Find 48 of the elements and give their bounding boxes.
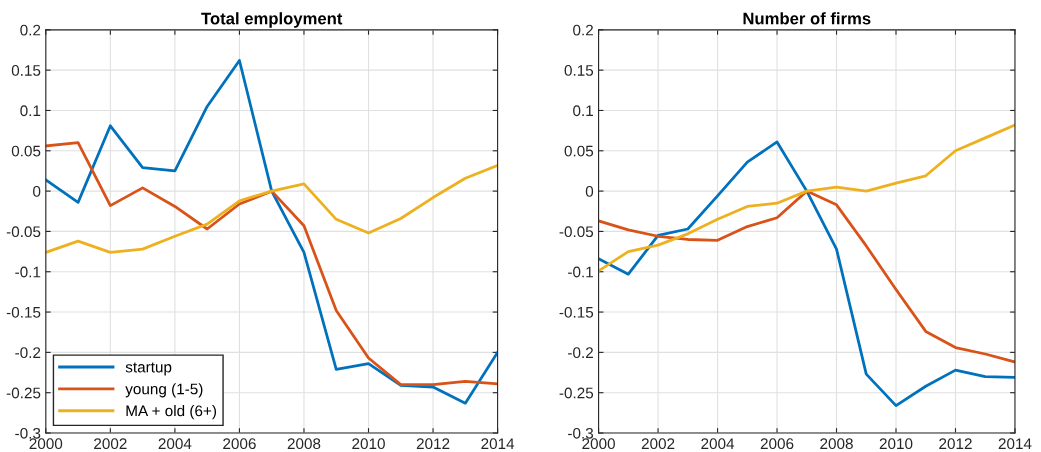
- y-tick-label: -0.05: [6, 226, 41, 238]
- y-tick-label: -0.2: [15, 347, 41, 359]
- x-tick-label: 2014: [998, 438, 1032, 450]
- x-tick-label: 2004: [158, 438, 192, 450]
- y-tick-label: -0.15: [559, 306, 594, 318]
- y-tick-label: 0: [33, 185, 41, 197]
- y-tick-label: 0.1: [20, 105, 41, 117]
- x-tick-label: 2012: [416, 438, 450, 450]
- y-tick-label: -0.3: [568, 427, 594, 439]
- y-tick-label: -0.05: [559, 226, 594, 238]
- x-tick-label: 2010: [352, 438, 385, 450]
- y-tick-label: 0.2: [20, 24, 41, 36]
- x-tick-label: 2000: [29, 438, 63, 450]
- x-tick-label: 2008: [820, 438, 853, 450]
- x-tick-label: 2014: [481, 438, 515, 450]
- y-tick-label: -0.1: [568, 266, 593, 278]
- y-tick-label: -0.2: [568, 347, 593, 359]
- x-tick-label: 2000: [582, 438, 615, 450]
- y-tick-label: -0.15: [6, 306, 41, 318]
- y-tick-label: 0.15: [11, 65, 41, 76]
- line-series: [598, 140, 1015, 407]
- x-tick-label: 2002: [641, 438, 675, 450]
- y-tick-label: 0.15: [564, 65, 594, 76]
- y-tick-label: -0.25: [559, 387, 594, 399]
- x-tick-label: 2006: [223, 438, 256, 450]
- x-tick-label: 2008: [287, 438, 321, 450]
- x-tick-label: 2012: [939, 438, 972, 450]
- chart-title: Number of firms: [743, 12, 871, 25]
- legend-label: MA + old (6+): [126, 405, 217, 420]
- y-tick-label: 0.05: [564, 145, 594, 157]
- legend-label: young (1-5): [125, 383, 203, 398]
- x-tick-label: 2002: [94, 438, 127, 450]
- line-series: [598, 123, 1015, 273]
- chart-title: Total employment: [201, 12, 343, 28]
- y-tick-label: 0: [585, 185, 594, 197]
- y-tick-label: 0.2: [573, 24, 593, 36]
- x-tick-label: 2004: [701, 438, 735, 450]
- line-series: [45, 163, 498, 254]
- legend-label: startup: [125, 362, 172, 376]
- y-tick-label: 0.05: [11, 145, 41, 157]
- x-tick-label: 2006: [760, 438, 794, 450]
- y-tick-label: -0.25: [6, 387, 41, 399]
- line-series: [598, 189, 1015, 364]
- y-tick-label: 0.1: [573, 105, 593, 117]
- y-tick-label: -0.1: [15, 266, 41, 278]
- y-tick-label: -0.3: [15, 427, 41, 439]
- x-tick-label: 2010: [879, 438, 913, 450]
- line-series: [45, 59, 498, 405]
